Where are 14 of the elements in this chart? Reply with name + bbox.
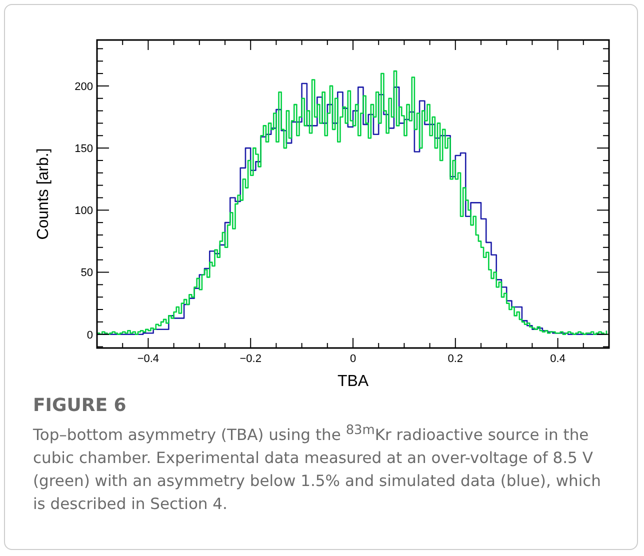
y-tick-label: 150 <box>74 143 93 156</box>
y-tick-label: 100 <box>74 205 93 218</box>
y-tick-label: 200 <box>74 80 93 93</box>
x-tick-label: −0.4 <box>137 353 160 365</box>
text: Top–bottom asymmetry (TBA) using the $^{83m}$Kr radioactive source in the cubic chamber. Experimental data measured at an over-voltage of 8.5 V (green) with an asymmetry below 1.5% and simulated data (blue), which is described in Section 4. <box>33 422 602 516</box>
y-axis-title: Counts [arb.] <box>35 148 52 240</box>
x-tick-label: −0.2 <box>240 353 262 365</box>
y-tick-label: 0 <box>86 329 93 342</box>
x-tick-label: 0 <box>350 353 356 365</box>
caption: FIGURE 6 <box>33 394 128 417</box>
x-tick-label: 0.4 <box>550 353 566 365</box>
y-tick-label: 50 <box>80 267 93 280</box>
x-axis-title: TBA <box>337 373 369 390</box>
x-tick-label: 0.2 <box>448 353 464 365</box>
